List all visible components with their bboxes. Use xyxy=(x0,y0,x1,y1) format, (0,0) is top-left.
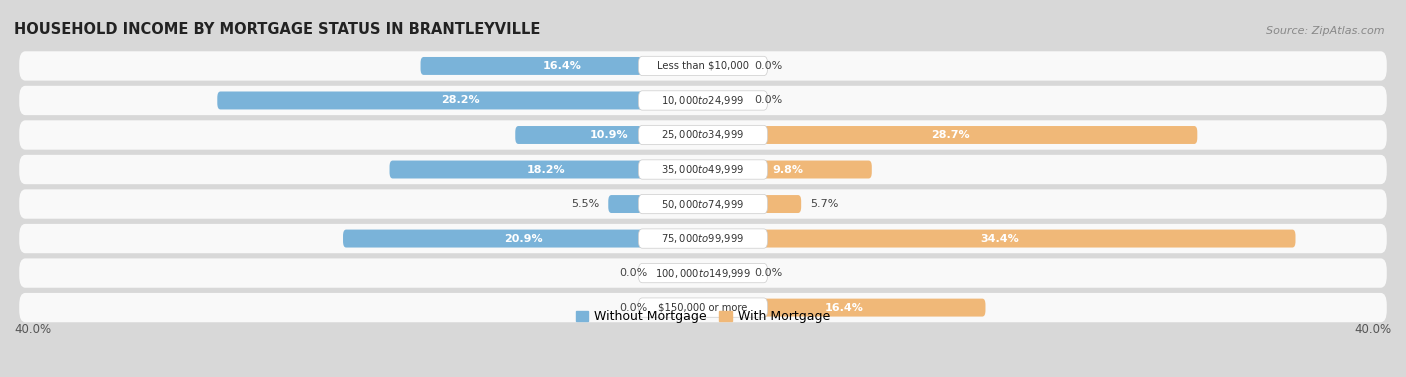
Text: Source: ZipAtlas.com: Source: ZipAtlas.com xyxy=(1267,26,1385,37)
FancyBboxPatch shape xyxy=(703,92,747,109)
FancyBboxPatch shape xyxy=(638,91,768,110)
FancyBboxPatch shape xyxy=(638,195,768,214)
Text: 28.2%: 28.2% xyxy=(441,95,479,106)
FancyBboxPatch shape xyxy=(20,189,1386,219)
FancyBboxPatch shape xyxy=(703,195,801,213)
Text: 0.0%: 0.0% xyxy=(755,95,783,106)
FancyBboxPatch shape xyxy=(638,160,768,179)
Text: HOUSEHOLD INCOME BY MORTGAGE STATUS IN BRANTLEYVILLE: HOUSEHOLD INCOME BY MORTGAGE STATUS IN B… xyxy=(14,22,540,37)
FancyBboxPatch shape xyxy=(20,86,1386,115)
Text: 40.0%: 40.0% xyxy=(1355,323,1392,336)
Text: 5.5%: 5.5% xyxy=(571,199,599,209)
FancyBboxPatch shape xyxy=(659,299,703,317)
FancyBboxPatch shape xyxy=(703,264,747,282)
Legend: Without Mortgage, With Mortgage: Without Mortgage, With Mortgage xyxy=(571,305,835,328)
FancyBboxPatch shape xyxy=(20,258,1386,288)
Text: $10,000 to $24,999: $10,000 to $24,999 xyxy=(661,94,745,107)
Text: 28.7%: 28.7% xyxy=(931,130,970,140)
FancyBboxPatch shape xyxy=(515,126,703,144)
FancyBboxPatch shape xyxy=(703,161,872,178)
FancyBboxPatch shape xyxy=(638,125,768,145)
Text: Less than $10,000: Less than $10,000 xyxy=(657,61,749,71)
Text: 0.0%: 0.0% xyxy=(755,268,783,278)
FancyBboxPatch shape xyxy=(638,56,768,76)
Text: 0.0%: 0.0% xyxy=(620,268,648,278)
FancyBboxPatch shape xyxy=(703,230,1295,248)
FancyBboxPatch shape xyxy=(389,161,703,178)
Text: 16.4%: 16.4% xyxy=(543,61,581,71)
FancyBboxPatch shape xyxy=(638,298,768,317)
FancyBboxPatch shape xyxy=(20,120,1386,150)
Text: 5.7%: 5.7% xyxy=(810,199,838,209)
Text: $50,000 to $74,999: $50,000 to $74,999 xyxy=(661,198,745,210)
Text: 34.4%: 34.4% xyxy=(980,234,1018,244)
Text: 40.0%: 40.0% xyxy=(14,323,51,336)
Text: $150,000 or more: $150,000 or more xyxy=(658,303,748,313)
FancyBboxPatch shape xyxy=(20,224,1386,253)
Text: 0.0%: 0.0% xyxy=(755,61,783,71)
FancyBboxPatch shape xyxy=(703,299,986,317)
FancyBboxPatch shape xyxy=(659,264,703,282)
FancyBboxPatch shape xyxy=(609,195,703,213)
FancyBboxPatch shape xyxy=(638,229,768,248)
Text: $25,000 to $34,999: $25,000 to $34,999 xyxy=(661,129,745,141)
Text: 16.4%: 16.4% xyxy=(825,303,863,313)
Text: 20.9%: 20.9% xyxy=(503,234,543,244)
Text: 10.9%: 10.9% xyxy=(591,130,628,140)
Text: 18.2%: 18.2% xyxy=(527,164,565,175)
Text: 9.8%: 9.8% xyxy=(772,164,803,175)
FancyBboxPatch shape xyxy=(20,155,1386,184)
FancyBboxPatch shape xyxy=(703,57,747,75)
FancyBboxPatch shape xyxy=(218,92,703,109)
Text: 0.0%: 0.0% xyxy=(620,303,648,313)
Text: $75,000 to $99,999: $75,000 to $99,999 xyxy=(661,232,745,245)
Text: $100,000 to $149,999: $100,000 to $149,999 xyxy=(655,267,751,280)
FancyBboxPatch shape xyxy=(343,230,703,248)
FancyBboxPatch shape xyxy=(703,126,1198,144)
FancyBboxPatch shape xyxy=(420,57,703,75)
FancyBboxPatch shape xyxy=(638,264,768,283)
Text: $35,000 to $49,999: $35,000 to $49,999 xyxy=(661,163,745,176)
FancyBboxPatch shape xyxy=(20,51,1386,81)
FancyBboxPatch shape xyxy=(20,293,1386,322)
